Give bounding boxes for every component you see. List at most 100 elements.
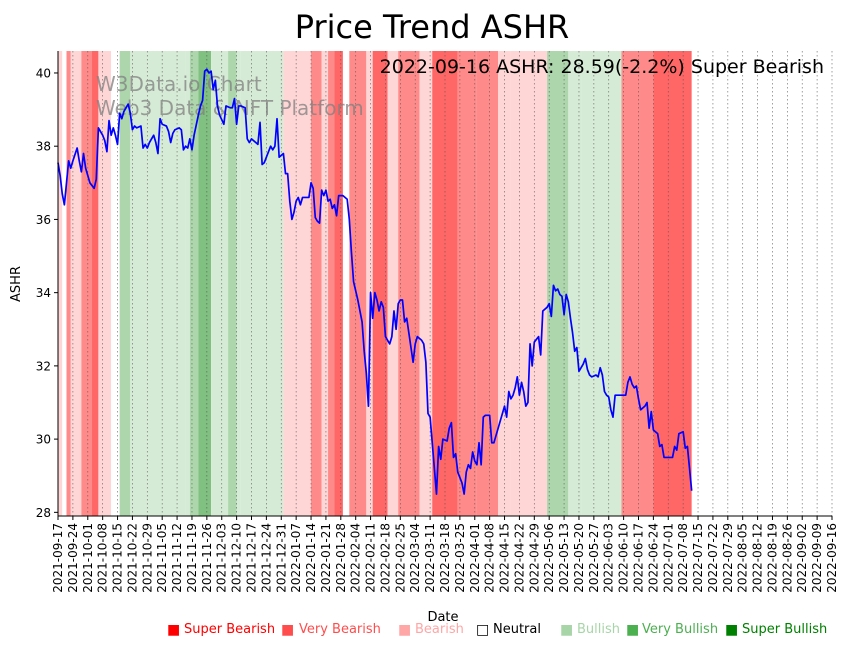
x-tick-label-14: 2021-12-24 [259,523,273,593]
x-axis-label: Date [427,610,458,625]
sentiment-band-29 [387,51,399,516]
watermark-line-0: W3Data.io Chart [96,72,262,96]
x-tick-label-15: 2021-12-31 [274,523,288,593]
sentiment-band-39 [581,51,594,516]
sentiment-band-7 [111,51,120,516]
x-tick-label-23: 2022-02-25 [393,523,407,593]
sentiment-band-14 [198,51,212,516]
x-tick-label-6: 2021-10-29 [140,523,154,593]
y-tick-label-40: 40 [36,66,51,80]
x-tick-label-45: 2022-07-29 [721,523,735,593]
sentiment-band-22 [321,51,329,516]
series-line-0 [57,68,693,495]
x-tick-label-52: 2022-09-16 [825,523,839,593]
x-tick-label-20: 2022-02-04 [349,523,363,593]
sentiment-band-40 [593,51,622,516]
x-tick-label-11: 2021-12-03 [215,523,229,593]
x-tick-label-21: 2022-02-11 [364,523,378,593]
y-tick-label-28: 28 [36,506,51,520]
x-tick-label-34: 2022-05-13 [557,523,571,593]
x-tick-label-3: 2021-10-08 [96,523,110,593]
x-tick-label-19: 2022-01-28 [334,523,348,593]
x-tick-label-31: 2022-04-22 [512,523,526,593]
legend-label-5: Very Bullish [642,622,718,637]
sentiment-band-36 [510,51,548,516]
sentiment-band-11 [177,51,186,516]
y-tick-label-32: 32 [36,359,51,373]
sentiment-band-9 [130,51,148,516]
x-tick-label-29: 2022-04-08 [483,523,497,593]
legend-label-2: Bearish [415,622,464,637]
x-tick-label-48: 2022-08-19 [765,523,779,593]
x-tick-label-32: 2022-04-29 [527,523,541,593]
x-tick-label-39: 2022-06-17 [632,523,646,593]
sentiment-band-5 [92,51,99,516]
x-tick-label-40: 2022-06-24 [646,523,660,593]
sentiment-band-16 [217,51,229,516]
x-tick-label-51: 2022-09-09 [810,523,824,593]
legend-marker-4: ■ [560,622,573,638]
sentiment-band-0 [58,51,63,516]
x-tick-label-25: 2022-03-11 [423,523,437,593]
sentiment-band-20 [283,51,312,516]
x-tick-label-47: 2022-08-12 [751,523,765,593]
x-tick-label-16: 2022-01-07 [289,523,303,593]
x-tick-label-42: 2022-07-08 [676,523,690,593]
legend-label-3: Neutral [493,622,541,637]
sentiment-band-30 [398,51,420,516]
sentiment-band-15 [211,51,218,516]
y-tick-label-38: 38 [36,140,51,154]
sentiment-band-34 [476,51,499,516]
sentiment-band-17 [228,51,237,516]
x-tick-label-44: 2022-07-22 [706,523,720,593]
x-tick-label-9: 2021-11-19 [185,523,199,593]
x-tick-label-1: 2021-09-24 [66,523,80,593]
legend-label-0: Super Bearish [184,622,275,637]
sentiment-band-37 [547,51,569,516]
sentiment-band-4 [81,51,93,516]
legend-marker-5: ■ [626,622,639,638]
sentiment-band-2 [66,51,71,516]
latest-price-annotation: 2022-09-16 ASHR: 28.59(-2.2%) Super Bear… [380,56,824,78]
sentiment-bands [58,51,692,516]
sentiment-band-33 [457,51,477,516]
sentiment-band-1 [62,51,67,516]
x-tick-label-35: 2022-05-20 [572,523,586,593]
sentiment-band-18 [236,51,241,516]
chart-title: Price Trend ASHR [295,8,569,46]
sentiment-band-23 [328,51,335,516]
legend-marker-6: ■ [725,622,738,638]
x-tick-label-26: 2022-03-18 [438,523,452,593]
x-tick-label-4: 2021-10-15 [111,523,125,593]
sentiment-band-12 [185,51,190,516]
legend-label-6: Super Bullish [742,622,827,637]
x-tick-label-8: 2021-11-12 [170,523,184,593]
x-tick-label-41: 2022-07-01 [661,523,675,593]
x-tick-label-7: 2021-11-05 [155,523,169,593]
x-tick-label-5: 2021-10-22 [125,523,139,593]
y-axis-label: ASHR [9,266,24,302]
sentiment-band-27 [366,51,373,516]
x-tick-label-0: 2021-09-17 [51,523,65,593]
x-tick-label-49: 2022-08-26 [780,523,794,593]
legend: ■ Super Bearish ■ Very Bearish ■ Bearish □ Neut… [167,622,827,638]
sentiment-band-31 [419,51,433,516]
x-tick-label-36: 2022-05-27 [587,523,601,593]
x-tick-label-12: 2021-12-10 [230,523,244,593]
sentiment-band-25 [342,51,350,516]
sentiment-band-24 [334,51,343,516]
x-tick-label-13: 2021-12-17 [245,523,259,593]
sentiment-band-21 [311,51,322,516]
x-tick-label-33: 2022-05-06 [542,523,556,593]
x-tick-label-2: 2021-10-01 [81,523,95,593]
x-tick-label-10: 2021-11-26 [200,523,214,593]
x-tick-label-22: 2022-02-18 [378,523,392,593]
sentiment-band-42 [653,51,692,516]
sentiment-band-41 [621,51,654,516]
legend-marker-2: ■ [398,622,411,638]
y-tick-label-30: 30 [36,433,51,447]
x-tick-label-18: 2022-01-21 [319,523,333,593]
